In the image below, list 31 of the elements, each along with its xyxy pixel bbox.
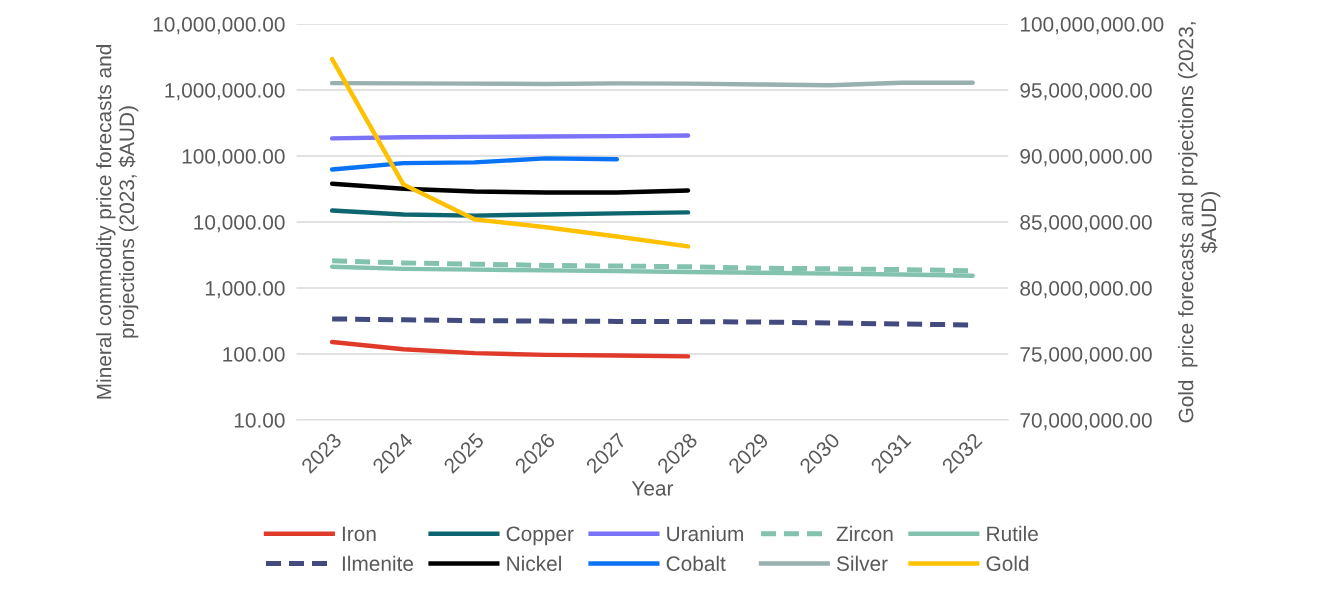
legend-label: Ilmenite xyxy=(342,555,414,572)
legend-label: Rutile xyxy=(987,525,1038,542)
y2-tick-label: 95,000,000.00 xyxy=(1020,83,1152,101)
legend-label: Cobalt xyxy=(666,555,726,572)
x-axis-title: Year xyxy=(631,481,674,496)
y2-tick-label: 75,000,000.00 xyxy=(1020,347,1152,365)
legend-label: Uranium xyxy=(667,525,743,542)
legend-label: Copper xyxy=(506,526,574,546)
line-series xyxy=(329,181,691,195)
y-tick-label: 10,000,000.00 xyxy=(153,17,285,35)
y2-tick-label: 100,000,000.00 xyxy=(1020,17,1164,35)
y2-tick-label: 70,000,000.00 xyxy=(1020,413,1152,431)
y-tick-label: 1,000.00 xyxy=(205,281,285,299)
y-tick-label: 1,000,000.00 xyxy=(165,83,285,101)
y2-tick-label: 90,000,000.00 xyxy=(1020,149,1152,167)
legend-label: Iron xyxy=(342,526,376,542)
line-series xyxy=(329,339,691,359)
y-tick-label: 100.00 xyxy=(223,347,285,362)
legend-label: Zircon xyxy=(836,525,893,542)
y-axis-title: Mineral commodity price forecasts and projections (2023, $AUD) xyxy=(96,45,139,399)
y2-axis-title: Gold price forecasts and projections (2023, $AUD) xyxy=(1178,22,1221,423)
legend-label: Silver xyxy=(836,555,888,572)
y2-tick-label: 85,000,000.00 xyxy=(1020,215,1152,233)
y-tick-label: 10.00 xyxy=(234,413,285,428)
legend-label: Gold xyxy=(986,555,1029,572)
line-series xyxy=(329,156,620,172)
y2-tick-label: 80,000,000.00 xyxy=(1020,281,1152,299)
line-series xyxy=(329,56,691,249)
y-tick-label: 100,000.00 xyxy=(182,149,285,167)
y-tick-label: 10,000.00 xyxy=(194,215,285,233)
legend-label: Nickel xyxy=(507,555,561,572)
